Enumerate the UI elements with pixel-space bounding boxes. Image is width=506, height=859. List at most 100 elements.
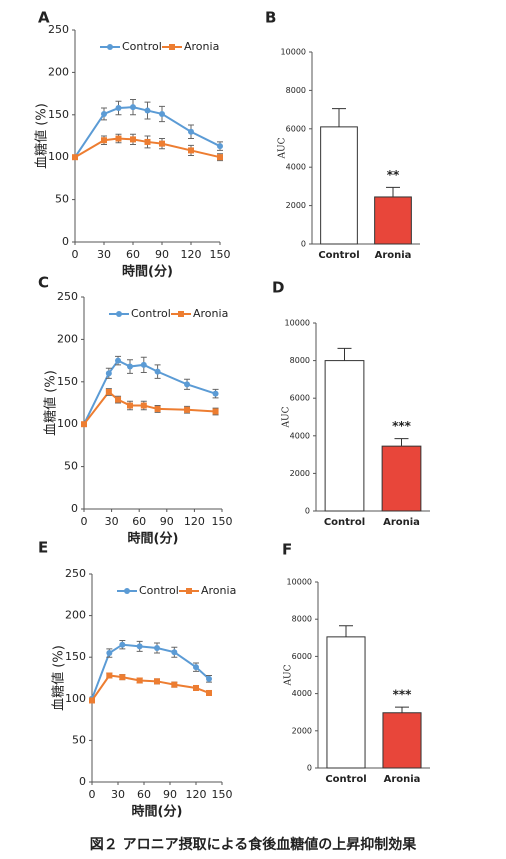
- marker: [101, 110, 107, 117]
- y-tick-label: 8000: [292, 615, 312, 624]
- x-tick-label: 60: [126, 248, 140, 261]
- marker: [159, 140, 165, 147]
- x-tick-label: Aronia: [383, 517, 420, 528]
- x-tick-label: 150: [212, 515, 233, 528]
- x-tick-label: 90: [160, 515, 174, 528]
- legend-label: Aronia: [184, 40, 219, 53]
- x-axis-label: 時間(分): [128, 531, 179, 547]
- bar: [381, 445, 422, 512]
- marker: [188, 128, 194, 135]
- legend-marker: [178, 311, 184, 317]
- marker: [106, 672, 113, 679]
- error-bar: [339, 625, 353, 637]
- marker: [81, 421, 87, 428]
- marker: [101, 137, 107, 144]
- marker: [115, 357, 122, 364]
- y-tick-label: 200: [65, 609, 86, 622]
- y-tick-label: 6000: [290, 394, 310, 403]
- marker: [206, 675, 212, 682]
- x-tick-label: 60: [132, 515, 146, 528]
- caption: 図２ アロニア摂取による食後血糖値の上昇抑制効果: [90, 836, 417, 853]
- panel-letter: F: [282, 541, 292, 559]
- error-bar: [394, 438, 409, 447]
- y-tick-label: 200: [48, 65, 69, 78]
- x-tick-label: 0: [72, 248, 79, 261]
- y-tick-label: 4000: [290, 431, 310, 440]
- bar: [374, 196, 412, 245]
- marker: [115, 396, 122, 403]
- y-axis-label: AUC: [284, 664, 294, 686]
- y-tick-label: 0: [62, 235, 69, 248]
- marker: [144, 138, 151, 145]
- significance: **: [387, 168, 400, 182]
- x-tick-label: 120: [186, 788, 207, 801]
- y-axis-label: 血糖値 (%): [43, 370, 59, 436]
- legend-label: Control: [122, 40, 162, 53]
- marker: [105, 388, 112, 395]
- x-tick-label: 0: [81, 515, 88, 528]
- y-tick-label: 150: [57, 375, 78, 388]
- marker: [206, 689, 212, 696]
- series-line: [83, 390, 216, 425]
- marker: [217, 154, 223, 161]
- y-tick-label: 8000: [290, 356, 310, 365]
- marker: [154, 405, 161, 412]
- marker: [136, 677, 143, 684]
- bar: [326, 636, 366, 769]
- y-tick-label: 50: [55, 193, 69, 206]
- y-axis-label: AUC: [278, 137, 288, 159]
- x-axis-label: 時間(分): [132, 804, 183, 820]
- y-tick-label: 150: [48, 108, 69, 121]
- y-tick-label: 6000: [286, 124, 306, 133]
- series-line: [83, 359, 216, 425]
- marker: [144, 107, 151, 114]
- legend-marker: [107, 44, 113, 50]
- x-tick-label: 90: [155, 248, 169, 261]
- y-tick-label: 250: [57, 290, 78, 303]
- marker: [154, 645, 160, 652]
- marker: [130, 136, 136, 143]
- marker: [193, 664, 199, 671]
- marker: [106, 650, 113, 657]
- marker: [119, 641, 126, 648]
- bar: [324, 360, 365, 512]
- y-axis-label: AUC: [282, 406, 292, 428]
- y-tick-label: 250: [48, 23, 69, 36]
- marker: [115, 105, 122, 112]
- x-tick-label: Control: [324, 517, 365, 528]
- marker: [184, 406, 191, 413]
- bar: [382, 712, 422, 769]
- panel-letter: D: [272, 279, 284, 297]
- y-tick-label: 0: [79, 775, 86, 788]
- y-tick-label: 100: [48, 150, 69, 163]
- x-tick-label: Aronia: [384, 774, 421, 785]
- error-bar: [337, 347, 352, 361]
- marker: [115, 135, 122, 142]
- y-tick-label: 0: [301, 240, 306, 249]
- x-tick-label: 60: [137, 788, 151, 801]
- y-tick-label: 200: [57, 332, 78, 345]
- marker: [193, 684, 199, 691]
- legend-marker: [124, 588, 130, 594]
- y-tick-label: 2000: [286, 201, 306, 210]
- marker: [127, 363, 133, 370]
- panel-letter: A: [38, 9, 50, 27]
- marker: [188, 147, 194, 154]
- x-tick-label: 30: [105, 515, 119, 528]
- y-tick-label: 0: [307, 764, 312, 773]
- y-tick-label: 150: [65, 650, 86, 663]
- panel-letter: C: [38, 274, 49, 292]
- x-tick-label: 0: [89, 788, 96, 801]
- marker: [119, 674, 126, 681]
- marker: [72, 154, 78, 161]
- x-tick-label: 120: [184, 515, 205, 528]
- y-tick-label: 2000: [292, 726, 312, 735]
- panel-letter: E: [38, 539, 48, 557]
- marker: [154, 368, 161, 375]
- x-tick-label: 30: [97, 248, 111, 261]
- y-axis-label: 血糖値 (%): [34, 103, 50, 169]
- y-tick-label: 0: [305, 507, 310, 516]
- x-tick-label: 120: [181, 248, 202, 261]
- legend-label: Control: [139, 584, 179, 597]
